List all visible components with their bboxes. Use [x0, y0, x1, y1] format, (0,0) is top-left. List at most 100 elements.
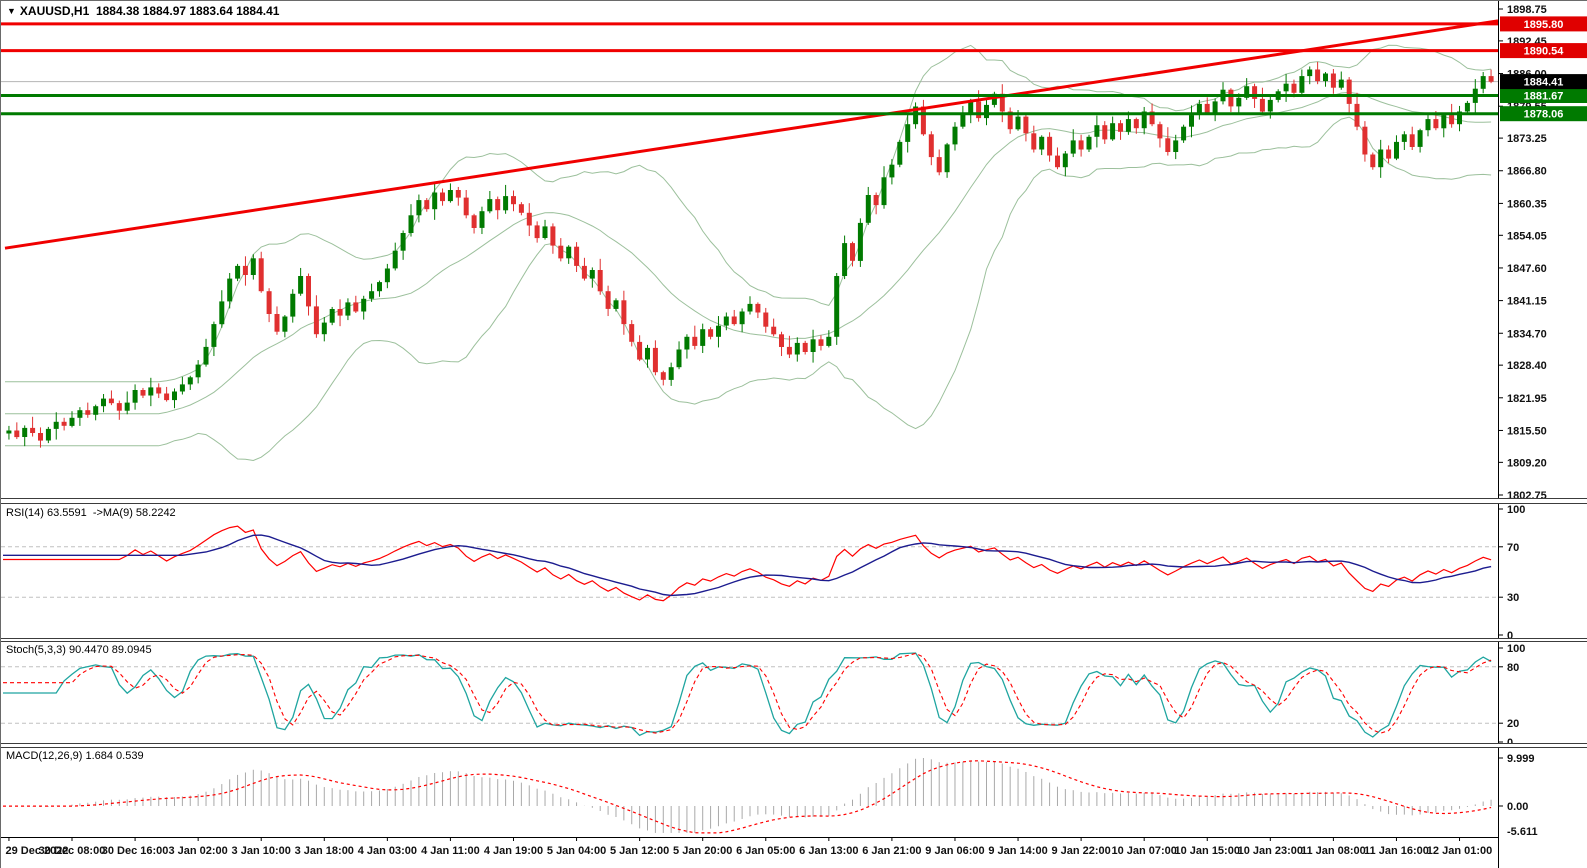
price-tick-label: 1828.40 — [1507, 360, 1547, 372]
candle-body-up — [22, 427, 28, 437]
candle-body-down — [258, 258, 264, 292]
main-chart-canvas[interactable]: 1898.751892.451886.001879.551873.251866.… — [1, 1, 1587, 498]
candle-body-up — [1173, 140, 1179, 152]
candle-body-down — [85, 410, 91, 415]
macd-tick-label-zero: 0.00 — [1507, 801, 1528, 813]
candle-body-up — [503, 196, 509, 211]
candle-body-down — [660, 372, 666, 380]
time-tick-label: 10 Jan 15:00 — [1175, 845, 1240, 857]
candle-body-down — [1346, 79, 1352, 104]
candle-body-up — [1307, 69, 1313, 77]
candle-body-up — [865, 195, 871, 223]
candle-body-down — [1449, 115, 1455, 125]
candle-body-down — [274, 314, 280, 332]
candle-body-down — [306, 276, 311, 307]
candle-body-up — [1378, 149, 1384, 168]
candle-body-down — [637, 341, 643, 360]
panel-splitter-3[interactable] — [1, 743, 1587, 748]
ohlc-values: 1884.38 1884.97 1883.64 1884.41 — [95, 4, 280, 18]
candle-body-up — [432, 192, 438, 210]
symbol-dropdown-icon[interactable]: ▼ — [7, 6, 16, 16]
candle-body-down — [518, 204, 524, 213]
price-tick-label: 1860.35 — [1507, 198, 1547, 210]
candle-body-down — [1133, 119, 1139, 129]
rsi-ma-line — [3, 534, 1492, 597]
support-1881-price-badge-text: 1881.67 — [1524, 90, 1564, 102]
stoch-canvas[interactable]: 100 80 20 0 — [1, 642, 1587, 743]
candle-body-down — [605, 291, 611, 309]
candle-body-up — [700, 329, 706, 346]
candle-body-up — [235, 265, 241, 279]
candle-body-up — [589, 270, 595, 279]
candle-body-down — [976, 101, 982, 119]
resistance-1895-price-badge — [1500, 16, 1587, 32]
candle-body-up — [1039, 136, 1045, 150]
candle-body-up — [842, 243, 848, 276]
candle-body-up — [1094, 125, 1100, 137]
candle-body-up — [1141, 111, 1147, 129]
candle-body-up — [53, 421, 59, 429]
candle-body-down — [850, 243, 855, 261]
price-tick-label: 1847.60 — [1507, 263, 1547, 275]
panel-splitter-2[interactable] — [1, 638, 1587, 642]
candle-body-up — [408, 215, 414, 233]
rsi-canvas[interactable]: 100 70 30 0 — [1, 504, 1587, 638]
candle-body-up — [1425, 119, 1431, 131]
macd-tick-label-top: 9.999 — [1507, 753, 1535, 765]
macd-canvas[interactable]: 9.999 0.00 -5.611 — [1, 748, 1587, 837]
candle-body-down — [534, 225, 540, 239]
candle-body-up — [148, 387, 154, 396]
candle-body-up — [1196, 103, 1202, 115]
stoch-tick-label: 20 — [1507, 718, 1519, 730]
candle-body-up — [298, 276, 304, 294]
candle-body-up — [227, 278, 233, 302]
candle-body-up — [172, 391, 177, 401]
price-tick-label: 1841.15 — [1507, 296, 1547, 308]
candle-body-down — [1165, 138, 1171, 152]
ohlc-readout — [89, 4, 96, 18]
price-tick-label: 1802.75 — [1507, 490, 1547, 498]
candle-body-down — [818, 339, 824, 346]
time-tick-label: 10 Jan 07:00 — [1111, 845, 1176, 857]
candle-body-up — [361, 298, 367, 312]
candle-body-down — [936, 157, 942, 173]
candle-body-down — [1078, 140, 1084, 150]
candle-body-up — [77, 410, 83, 418]
candle-body-up — [1236, 97, 1242, 107]
candle-body-down — [424, 200, 430, 210]
panel-splitter-1[interactable] — [1, 498, 1587, 504]
price-tick-label: 1854.05 — [1507, 230, 1547, 242]
candle-body-down — [108, 398, 114, 404]
candle-body-up — [6, 430, 12, 434]
stoch-k-line — [3, 652, 1492, 738]
candle-body-down — [999, 93, 1005, 112]
time-tick-label: 9 Jan 06:00 — [925, 845, 984, 857]
candle-body-up — [447, 190, 453, 202]
ascending-trendline[interactable] — [4, 19, 1499, 250]
candle-body-down — [463, 197, 469, 216]
rsi-label: RSI(14) 63.5591 ->MA(9) 58.2242 — [6, 507, 176, 519]
candle-body-down — [1023, 116, 1029, 134]
candle-body-down — [873, 195, 879, 206]
support-1878-price-badge-text: 1878.06 — [1524, 109, 1564, 121]
stoch-label: Stoch(5,3,3) 90.4470 89.0945 — [6, 644, 152, 656]
rsi-tick-label: 0 — [1507, 630, 1513, 638]
price-tick-label: 1898.75 — [1507, 4, 1547, 16]
candle-body-down — [313, 306, 319, 335]
price-axis[interactable]: 1898.751892.451886.001879.551873.251866.… — [1498, 4, 1587, 498]
time-tick-label: 30 Dec 16:00 — [102, 845, 169, 857]
candle-body-up — [250, 258, 256, 275]
time-tick-label: 30 Dec 08:00 — [39, 845, 106, 857]
bollinger-lower-band — [5, 116, 1492, 462]
candle-body-down — [1007, 111, 1013, 130]
candle-body-up — [1181, 126, 1187, 141]
candle-body-down — [242, 265, 248, 275]
candle-body-up — [968, 101, 974, 115]
candle-body-down — [455, 190, 461, 198]
candle-body-up — [1441, 115, 1447, 129]
time-tick-label: 5 Jan 12:00 — [610, 845, 669, 857]
candle-body-up — [1338, 79, 1344, 88]
candle-body-down — [755, 303, 761, 313]
candle-body-down — [1354, 103, 1360, 127]
